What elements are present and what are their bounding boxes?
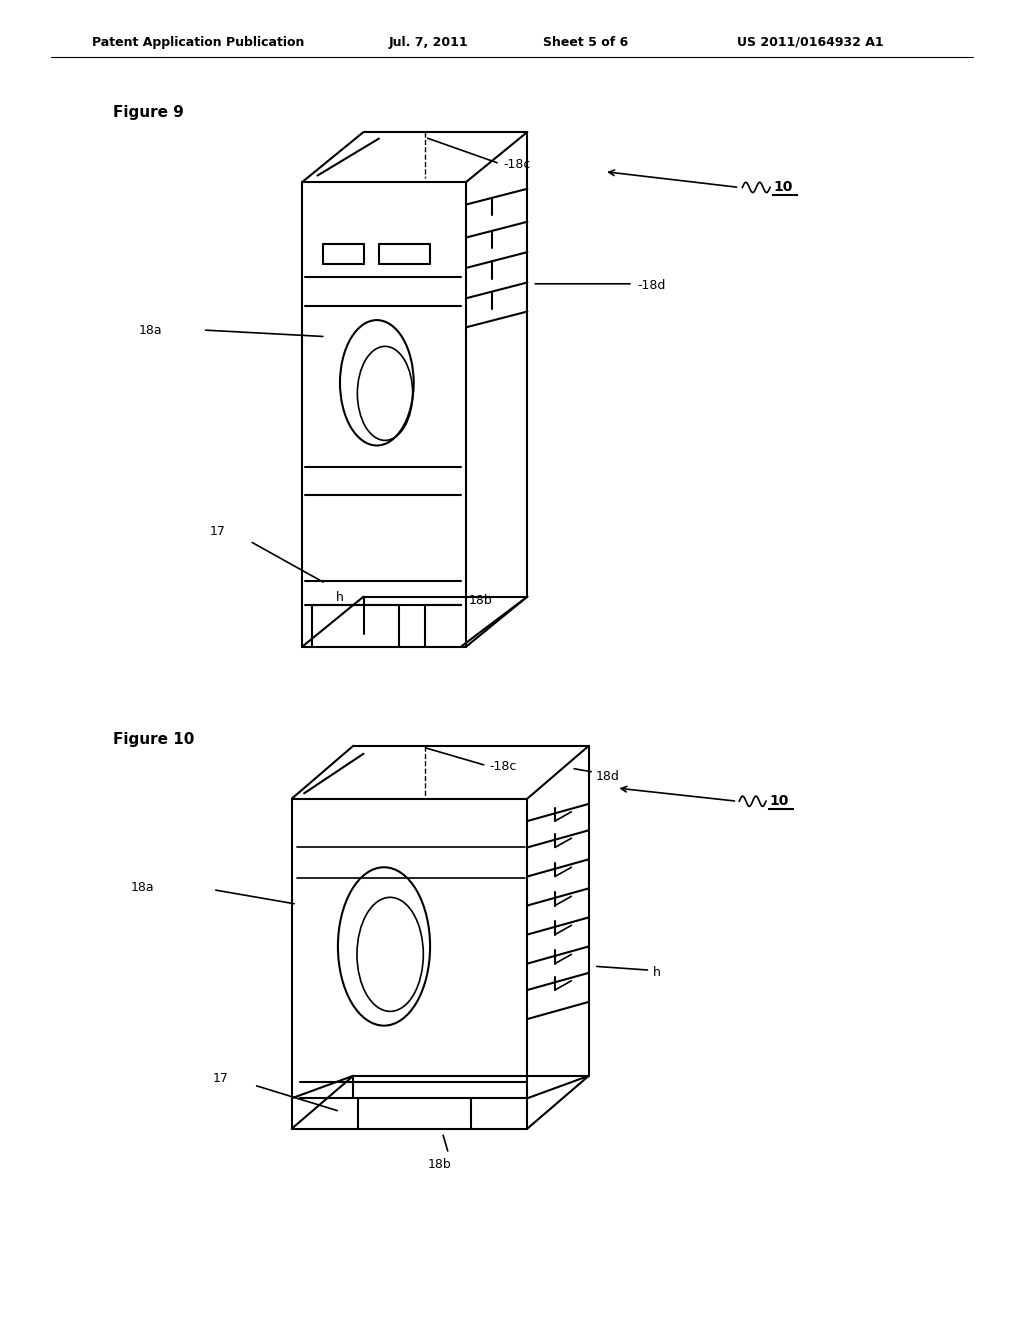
Text: 18a: 18a: [131, 880, 155, 894]
Text: h: h: [336, 591, 344, 605]
Text: 10: 10: [773, 181, 793, 194]
Text: -18c: -18c: [504, 158, 531, 172]
Text: 18a: 18a: [138, 323, 162, 337]
Text: Jul. 7, 2011: Jul. 7, 2011: [389, 36, 469, 49]
Text: Patent Application Publication: Patent Application Publication: [92, 36, 304, 49]
Text: 10: 10: [769, 795, 788, 808]
Text: 17: 17: [210, 525, 226, 539]
Text: -18c: -18c: [489, 760, 517, 774]
Text: 18b: 18b: [469, 594, 493, 607]
Text: 18b: 18b: [428, 1158, 452, 1171]
Text: -18d: -18d: [637, 279, 666, 292]
Text: US 2011/0164932 A1: US 2011/0164932 A1: [737, 36, 884, 49]
Text: 17: 17: [213, 1072, 229, 1085]
Text: Sheet 5 of 6: Sheet 5 of 6: [543, 36, 628, 49]
Text: Figure 10: Figure 10: [113, 731, 194, 747]
Text: 18d: 18d: [596, 770, 620, 783]
Text: h: h: [653, 966, 662, 979]
Text: Figure 9: Figure 9: [113, 104, 183, 120]
